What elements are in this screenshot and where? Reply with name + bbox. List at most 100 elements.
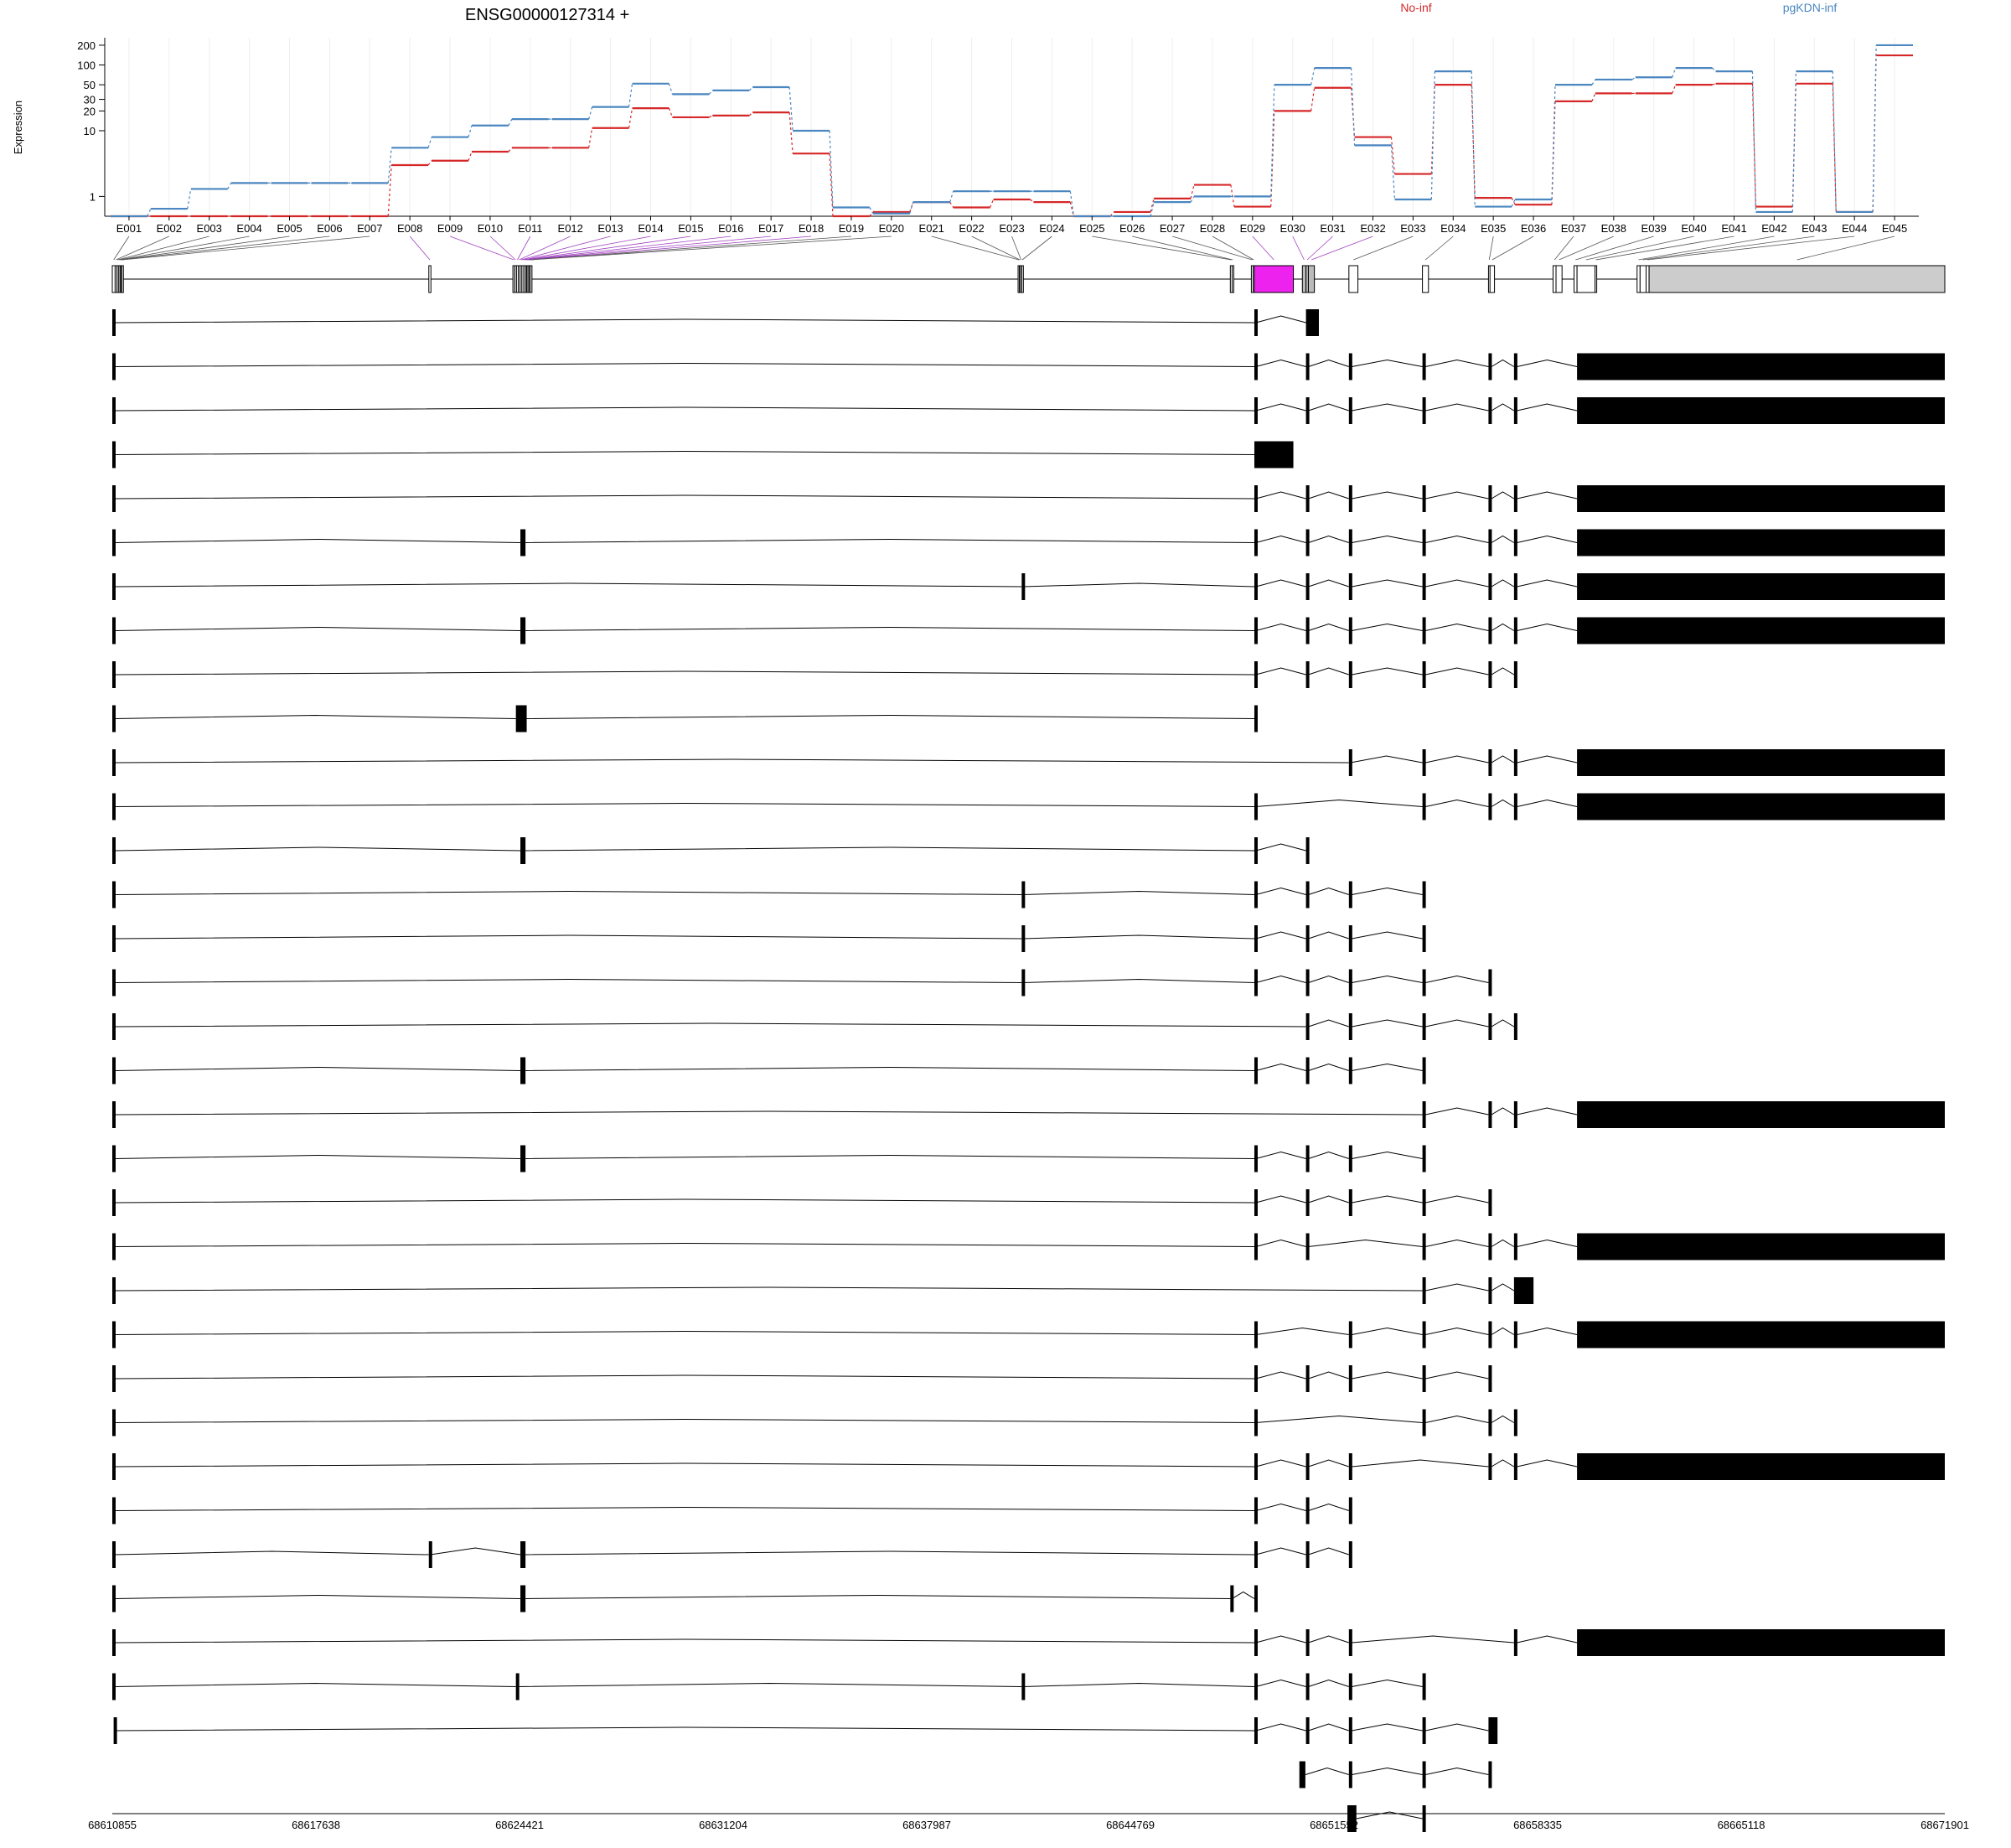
exon-block xyxy=(1513,1233,1517,1260)
intron-line xyxy=(1491,1107,1515,1116)
intron-line xyxy=(115,1154,521,1159)
transcript-32 xyxy=(112,1673,1426,1700)
exon-block xyxy=(1348,573,1352,600)
exon-block xyxy=(112,1013,116,1040)
exon-block xyxy=(1577,1233,1945,1260)
series-connector xyxy=(668,107,674,118)
intron-line xyxy=(1491,623,1515,631)
intron-line xyxy=(115,802,1254,807)
transcript-25 xyxy=(112,1365,1492,1392)
exon-block xyxy=(1254,925,1258,952)
transcript-3 xyxy=(112,397,1945,424)
exon-block xyxy=(1348,1717,1352,1744)
intron-line xyxy=(115,582,1022,588)
intron-line xyxy=(115,846,521,852)
y-axis-label: Expression xyxy=(12,101,24,154)
intron-line xyxy=(115,1330,1254,1335)
bin-connector xyxy=(1559,236,1614,261)
intron-line xyxy=(1308,1371,1349,1380)
exon-block xyxy=(112,1145,116,1172)
intron-line xyxy=(115,670,1254,676)
bin-connector xyxy=(409,236,431,261)
series-connector xyxy=(709,115,713,118)
exon-block xyxy=(1254,1541,1258,1568)
exon-block xyxy=(520,837,526,864)
intron-line xyxy=(1425,667,1489,676)
bin-connector xyxy=(1132,236,1233,261)
exon-block xyxy=(1488,353,1492,380)
intron-line xyxy=(1425,623,1489,631)
exon-bin xyxy=(1231,265,1234,293)
genomic-tick-label: 68631204 xyxy=(699,1819,747,1831)
exon-bin xyxy=(1422,265,1429,293)
exon-block xyxy=(1513,1277,1534,1304)
series-connector xyxy=(387,164,392,217)
exon-bin xyxy=(1636,265,1641,293)
intron-line xyxy=(115,1022,1306,1028)
intron-line xyxy=(525,1550,1254,1556)
exon-block xyxy=(112,705,116,732)
exon-bin xyxy=(1555,265,1563,293)
y-tick-label: 1 xyxy=(90,190,96,203)
exon-block xyxy=(1348,1497,1352,1524)
exon-block xyxy=(1254,1717,1258,1744)
intron-line xyxy=(115,1374,1254,1380)
exon-block xyxy=(112,1277,116,1304)
series-connector xyxy=(668,83,674,95)
exon-block xyxy=(520,1585,526,1612)
intron-line xyxy=(1352,623,1423,631)
bin-connector xyxy=(525,236,691,261)
exon-block xyxy=(1305,661,1310,688)
exon-block xyxy=(1422,793,1426,820)
exon-block xyxy=(1513,1629,1517,1656)
exon-block xyxy=(1422,1057,1426,1084)
exon-bin xyxy=(1348,265,1359,293)
intron-line xyxy=(525,538,1254,543)
series-pgkdn-inf xyxy=(111,44,1913,218)
series-connector xyxy=(788,112,794,154)
intron-line xyxy=(115,494,1254,500)
intron-line xyxy=(1255,1151,1306,1159)
exon-block xyxy=(112,573,116,600)
intron-line xyxy=(1352,1327,1423,1335)
exon-block xyxy=(1348,1145,1352,1172)
intron-line xyxy=(1232,1591,1255,1599)
exon-block xyxy=(1348,881,1352,908)
series-connector xyxy=(829,153,834,217)
exon-block xyxy=(1254,1145,1258,1172)
exon-block xyxy=(1305,1233,1310,1260)
intron-line xyxy=(1350,755,1423,764)
exon-block xyxy=(1422,353,1426,380)
exon-block xyxy=(112,925,116,952)
exon-block xyxy=(112,1057,116,1084)
bin-connector xyxy=(1638,236,1775,261)
intron-line xyxy=(1425,799,1489,807)
x-tick-label: E040 xyxy=(1681,222,1706,235)
exon-block xyxy=(1254,397,1258,424)
series-connector xyxy=(468,151,473,161)
intron-line xyxy=(525,1154,1254,1159)
exon-block xyxy=(1254,881,1258,908)
intron-line xyxy=(1023,582,1254,588)
series-connector xyxy=(1471,85,1476,199)
intron-line xyxy=(115,758,1349,764)
intron-line xyxy=(1356,1811,1423,1820)
intron-line xyxy=(115,1682,516,1687)
exon-block xyxy=(1348,529,1352,556)
bin-connector xyxy=(971,236,1021,261)
series-connector xyxy=(1390,145,1396,200)
exon-bin xyxy=(1646,265,1650,293)
intron-line xyxy=(1352,1459,1489,1468)
intron-line xyxy=(115,1110,1423,1116)
exon-block xyxy=(1422,661,1426,688)
exon-block xyxy=(1348,661,1352,688)
intron-line xyxy=(1352,931,1423,940)
exon-block xyxy=(1305,1057,1310,1084)
exon-block xyxy=(1422,1365,1426,1392)
series-connector xyxy=(708,90,713,95)
intron-line xyxy=(1255,535,1306,543)
exon-block xyxy=(1348,969,1352,996)
genomic-tick-label: 68617638 xyxy=(292,1819,340,1831)
transcript-7 xyxy=(112,573,1945,600)
